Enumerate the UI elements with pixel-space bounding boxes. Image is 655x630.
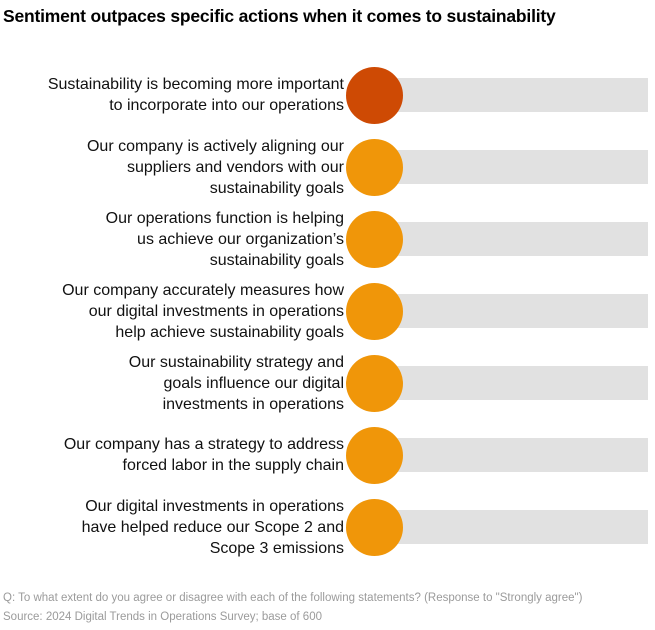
row-label-text: Our company accurately measures how our … (62, 281, 344, 341)
chart-row-2: Our company is actively aligning our sup… (0, 131, 655, 203)
row-label-text: Our company has a strategy to address fo… (63, 436, 344, 474)
track-bar (360, 366, 648, 400)
footnote-question: Q: To what extent do you agree or disagr… (3, 592, 583, 604)
track-bar (360, 510, 648, 544)
row-label-text: Our company is actively aligning our sup… (86, 137, 344, 197)
row-label: Our operations function is helping us ac… (0, 203, 344, 275)
track-bar (360, 222, 648, 256)
chart-row-3: Our operations function is helping us ac… (0, 203, 655, 275)
track-bar (360, 150, 648, 184)
row-label: Our digital investments in operations ha… (0, 491, 344, 563)
dot-marker (346, 426, 403, 484)
row-label-text: Sustainability is becoming more importan… (47, 76, 344, 114)
row-label: Our sustainability strategy and goals in… (0, 347, 344, 419)
chart-row-1: Sustainability is becoming more importan… (0, 59, 655, 131)
chart-row-6: Our company has a strategy to address fo… (0, 419, 655, 491)
row-label-text: Our sustainability strategy and goals in… (128, 353, 344, 413)
row-plot-area (344, 275, 655, 347)
track-bar (360, 78, 648, 112)
chart-footnote: Q: To what extent do you agree or disagr… (0, 589, 655, 627)
row-plot-area (344, 203, 655, 275)
row-plot-area (344, 59, 655, 131)
row-plot-area (344, 491, 655, 563)
dot-marker (346, 210, 403, 268)
row-label: Our company is actively aligning our sup… (0, 131, 344, 203)
track-bar (360, 438, 648, 472)
dot-marker (346, 66, 403, 124)
row-label: Sustainability is becoming more importan… (0, 59, 344, 131)
row-label: Our company accurately measures how our … (0, 275, 344, 347)
footnote-source: Source: 2024 Digital Trends in Operation… (3, 611, 322, 623)
dot-marker (346, 138, 403, 196)
row-plot-area (344, 347, 655, 419)
row-label-text: Our digital investments in operations ha… (81, 497, 344, 557)
dot-marker (346, 354, 403, 412)
dot-marker (346, 282, 403, 340)
chart-rows: Sustainability is becoming more importan… (0, 59, 655, 563)
row-label-text: Our operations function is helping us ac… (105, 209, 344, 269)
chart-title: Sentiment outpaces specific actions when… (3, 6, 556, 26)
dot-marker (346, 498, 403, 556)
row-plot-area (344, 419, 655, 491)
track-bar (360, 294, 648, 328)
chart-row-4: Our company accurately measures how our … (0, 275, 655, 347)
row-label: Our company has a strategy to address fo… (0, 419, 344, 491)
chart-row-7: Our digital investments in operations ha… (0, 491, 655, 563)
chart-row-5: Our sustainability strategy and goals in… (0, 347, 655, 419)
row-plot-area (344, 131, 655, 203)
